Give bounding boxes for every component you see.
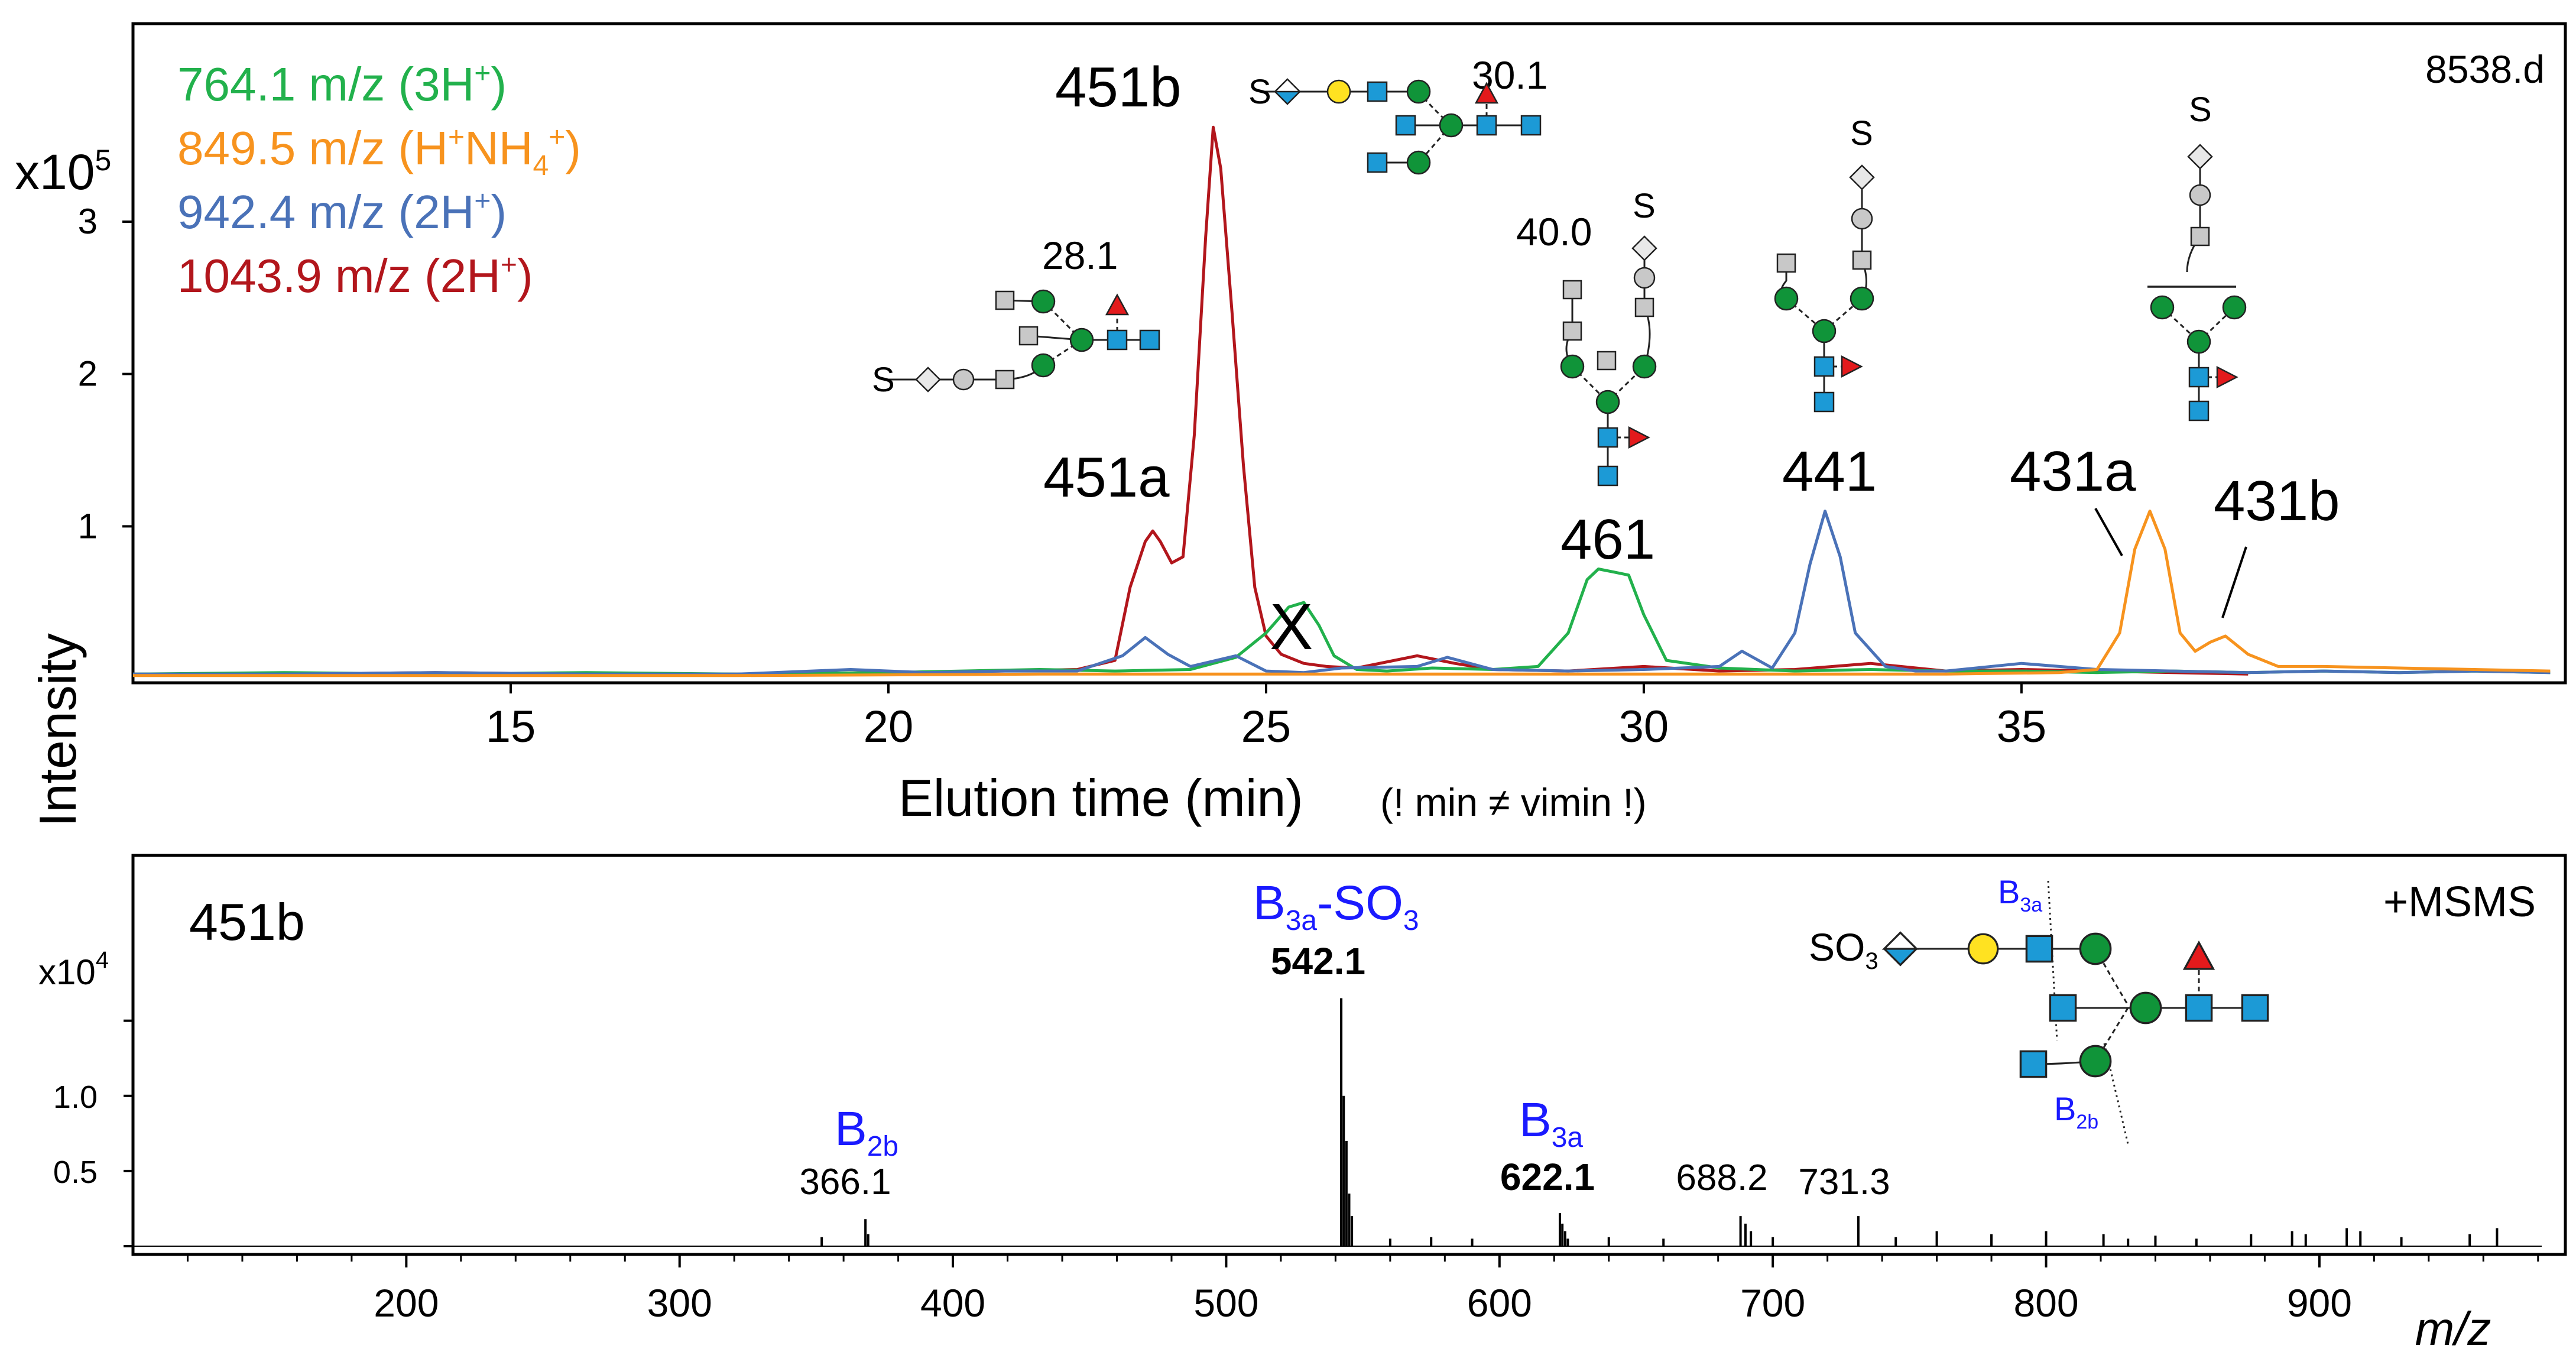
peak-label-431b: 431b [2214, 469, 2340, 533]
glycan-28-1: 28.1 S [872, 234, 1160, 399]
x-tick-labels: 15 20 25 30 35 [486, 702, 2046, 752]
chromatogram-panel: 15 20 25 30 35 1 2 3 x105 Intensity Elution ti… [15, 22, 2567, 827]
legend-entry-orange: 849.5 m/z (H+NH4+) [177, 122, 581, 181]
chromatogram-frame [131, 22, 2567, 685]
legend-entry-blue: 942.4 m/z (2H+) [177, 186, 507, 238]
legend-entry-red: 1043.9 m/z (2H+) [177, 249, 533, 302]
peak-mz-542-1: 542.1 [1271, 940, 1365, 983]
glycan-sulfate-label: S [1633, 187, 1656, 225]
trace-764-1-m-z [132, 568, 2551, 676]
legend-entry-green: 764.1 m/z (3H+) [177, 58, 507, 111]
mz-axis-ticks [186, 1254, 2539, 1267]
peak-label-451b: 451b [1055, 56, 1182, 119]
peak-mz-688-2: 688.2 [1676, 1158, 1767, 1198]
glycan-441: S [1774, 114, 1875, 413]
mz-tick-label: 500 [1193, 1281, 1258, 1325]
peak-mz-731-3: 731.3 [1798, 1162, 1890, 1202]
glycan-40-0: 40.0 S [1516, 187, 1657, 487]
leader-line-431a [2094, 508, 2123, 556]
file-label: 8538.d [2425, 47, 2545, 91]
y-axis-ticks [122, 220, 133, 528]
ion-label-b3a-so3: B3a-SO3 [1253, 876, 1419, 936]
peak-label-441: 441 [1782, 440, 1877, 503]
chromatogram-traces [132, 125, 2551, 677]
mz-tick-label: 400 [920, 1281, 985, 1325]
msms-mode-label: +MSMS [2383, 878, 2536, 926]
glycan-sulfate-label: S [2189, 90, 2212, 129]
msms-title: 451b [189, 893, 305, 951]
x-axis-note: (! min ≠ vimin !) [1380, 780, 1647, 824]
x-tick-label: 35 [1997, 702, 2047, 752]
ion-label-b2b: B2b [835, 1102, 898, 1162]
glycan-30-1: 30.1 S [1248, 53, 1547, 175]
glycan-sulfate-label: S [1850, 114, 1873, 153]
mz-tick-label: 900 [2287, 1281, 2352, 1325]
fragment-glycan-structure: SO3 B3a B2b [1809, 873, 2269, 1144]
x-axis-ticks [509, 683, 2023, 693]
peak-mz-622-1: 622.1 [1500, 1156, 1595, 1198]
trace-849-5-m-z [133, 510, 2551, 677]
cross-mark: X [1270, 591, 1313, 663]
x-axis-label: Elution time (min) [898, 769, 1303, 827]
y-tick-labels: 1 2 3 [78, 202, 98, 546]
y-tick-label: 1 [78, 506, 98, 546]
mz-tick-labels: 200 300 400 500 600 700 800 900 [374, 1281, 2352, 1325]
peak-mz-366-1: 366.1 [799, 1162, 891, 1202]
trace-942-4-m-z [133, 510, 2551, 676]
legend: 764.1 m/z (3H+) 849.5 m/z (H+NH4+) 942.4… [177, 58, 581, 302]
mz-tick-label: 300 [647, 1281, 712, 1325]
peak-label-431a: 431a [2010, 440, 2136, 503]
msms-y-tick-labels: 0.5 1.0 [53, 1079, 98, 1190]
x-tick-label: 15 [486, 702, 536, 752]
msms-frame [131, 854, 2567, 1256]
y-axis-label: Intensity [28, 633, 87, 827]
x-tick-label: 30 [1619, 702, 1669, 752]
ion-label-b3a: B3a [1519, 1093, 1583, 1153]
glycan-number-28-1: 28.1 [1042, 234, 1118, 277]
y-tick-label: 2 [78, 354, 98, 394]
msms-panel: 200 300 400 500 600 700 800 900 0.5 1.0 x104 451… [38, 854, 2567, 1355]
x-tick-label: 25 [1241, 702, 1292, 752]
peak-label-451a: 451a [1043, 446, 1170, 509]
msms-y-ticks [124, 1019, 133, 1247]
msms-peaks [133, 998, 2542, 1247]
msms-y-tick-label: 1.0 [53, 1079, 98, 1115]
x-tick-label: 20 [864, 702, 914, 752]
glycan-sulfate-label: S [1248, 73, 1271, 111]
msms-y-multiplier: x104 [38, 947, 109, 992]
fragment-label-b2b: B2b [2054, 1090, 2098, 1133]
y-tick-label: 3 [78, 202, 98, 241]
so3-label: SO3 [1809, 925, 1879, 974]
mz-tick-label: 700 [1740, 1281, 1805, 1325]
y-multiplier: x105 [15, 144, 111, 200]
glycan-sulfate-label: S [872, 361, 895, 399]
msms-y-tick-label: 0.5 [53, 1155, 98, 1190]
fragment-label-b3a: B3a [1998, 873, 2042, 916]
mz-tick-label: 600 [1467, 1281, 1532, 1325]
glycan-number-40-0: 40.0 [1516, 210, 1592, 254]
peak-label-461: 461 [1560, 508, 1655, 571]
mz-tick-label: 200 [374, 1281, 439, 1325]
glycan-431: S [2147, 90, 2247, 422]
mz-axis-label: m/z [2415, 1302, 2491, 1355]
mz-tick-label: 800 [2013, 1281, 2078, 1325]
leader-line-431b [2221, 546, 2247, 618]
